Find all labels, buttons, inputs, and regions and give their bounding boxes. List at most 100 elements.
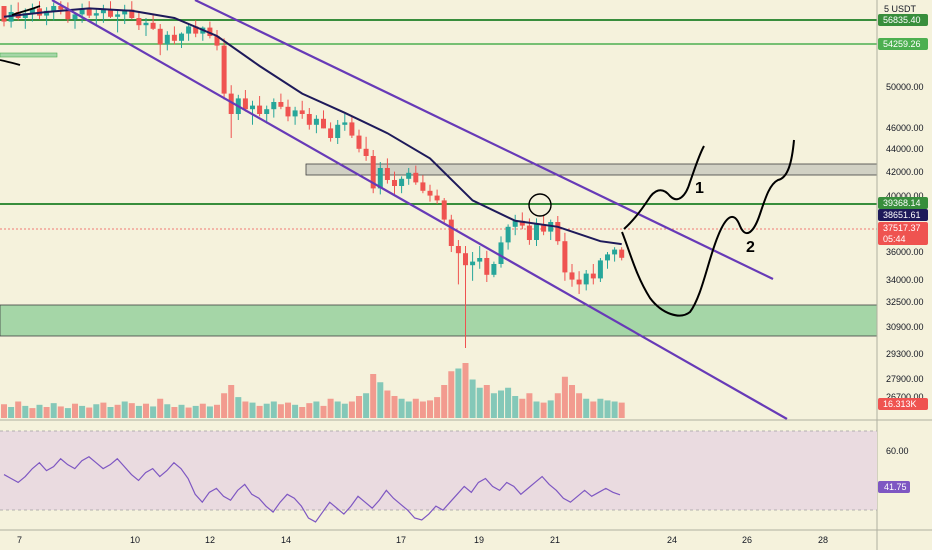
price-tag-resistance-2[interactable]: 54259.26	[878, 38, 928, 50]
price-tag-volume[interactable]: 16.313K	[878, 398, 928, 410]
time-tick: 14	[281, 535, 291, 545]
scenario-2-label: 2	[746, 239, 755, 256]
rsi-value-tag[interactable]: 41.75	[878, 481, 910, 493]
candle	[122, 4, 128, 24]
volume-bar	[64, 408, 71, 418]
scenario-1-label: 1	[695, 180, 704, 197]
volume-bar	[50, 403, 57, 418]
volume-bar	[462, 363, 469, 418]
candle-body	[257, 105, 263, 114]
volume-bar	[441, 385, 448, 418]
time-tick: 28	[818, 535, 828, 545]
price-axis-unit: 5 USDT	[884, 4, 917, 14]
candle-body	[171, 34, 177, 41]
candle-body	[207, 27, 213, 36]
price-tick: 30900.00	[886, 322, 924, 332]
price-tag-moving-average[interactable]: 38651.61	[878, 209, 928, 221]
volume-bar	[320, 405, 327, 418]
candle-body	[434, 195, 440, 201]
candle-body	[427, 190, 433, 196]
price-tick: 36000.00	[886, 247, 924, 257]
candle	[363, 136, 369, 161]
volume-bar	[476, 387, 483, 418]
time-tick: 12	[205, 535, 215, 545]
candle-body	[413, 172, 419, 183]
volume-bar	[554, 393, 561, 418]
moving-average-line[interactable]	[3, 7, 622, 246]
scenario-1-path[interactable]	[623, 145, 705, 230]
volume-bar	[164, 404, 171, 418]
candle-body	[115, 14, 121, 17]
candle-body	[328, 128, 334, 138]
volume-bar	[256, 405, 263, 418]
volume-bar	[434, 397, 441, 418]
candle	[448, 214, 454, 252]
volume-bar	[214, 404, 220, 418]
volume-bar	[469, 379, 476, 418]
candle	[72, 12, 78, 29]
time-tick: 24	[667, 535, 677, 545]
volume-bar	[483, 385, 490, 418]
candle-body	[491, 264, 497, 275]
candle	[491, 261, 497, 278]
candle-body	[363, 148, 369, 156]
channel-upper-line[interactable]	[194, 0, 774, 280]
candle-body	[44, 10, 50, 16]
candle	[377, 162, 383, 195]
candle-body	[370, 156, 376, 189]
candle	[221, 38, 227, 100]
candle	[505, 224, 511, 250]
candle-body	[463, 253, 468, 266]
candle	[164, 31, 170, 51]
candle	[441, 198, 447, 225]
candle	[207, 21, 213, 39]
channel-lower-line[interactable]	[51, 0, 788, 420]
candle-body	[179, 33, 184, 41]
support-zone[interactable]	[0, 304, 878, 337]
resistance-zone[interactable]	[305, 163, 878, 176]
candle	[136, 12, 142, 30]
time-tick: 10	[130, 535, 140, 545]
candle-body	[100, 9, 106, 14]
candle	[143, 18, 149, 36]
candle-body	[285, 106, 291, 117]
highlight-circle	[528, 193, 552, 217]
price-tag-resistance-1[interactable]: 56835.40	[878, 14, 928, 26]
scenario-2-path[interactable]	[621, 139, 795, 317]
volume-bar	[505, 387, 512, 418]
candle-body	[22, 13, 28, 18]
candle	[79, 3, 85, 23]
candle-body	[569, 272, 575, 280]
candle-body	[29, 8, 35, 14]
candle-body	[1, 6, 7, 22]
volume-bars	[1, 363, 625, 418]
candle-body	[470, 261, 476, 266]
candle-body	[136, 18, 142, 26]
time-tick: 21	[550, 535, 560, 545]
volume-bar	[22, 405, 29, 418]
candle-body	[65, 9, 71, 20]
volume-bar	[277, 404, 284, 418]
volume-bar	[377, 382, 384, 418]
volume-bar	[583, 398, 590, 418]
rsi-line[interactable]	[3, 456, 621, 523]
price-tag-last-price[interactable]: 37517.37 05:44	[878, 222, 928, 245]
volume-bar	[192, 405, 199, 418]
candle-body	[186, 26, 192, 34]
price-tag-level[interactable]: 39368.14	[878, 197, 928, 209]
candle-body	[157, 28, 163, 45]
volume-bar	[221, 393, 228, 418]
candle	[242, 90, 248, 112]
candle-body	[108, 9, 113, 17]
candle	[44, 7, 50, 26]
volume-bar	[384, 390, 391, 418]
volume-bar	[93, 404, 100, 418]
volume-bar	[427, 400, 433, 418]
volume-bar	[356, 396, 362, 418]
candle	[285, 99, 291, 122]
candle-body	[51, 6, 57, 11]
volume-bar	[285, 402, 291, 418]
candle	[157, 24, 163, 56]
volume-bar	[618, 402, 625, 418]
